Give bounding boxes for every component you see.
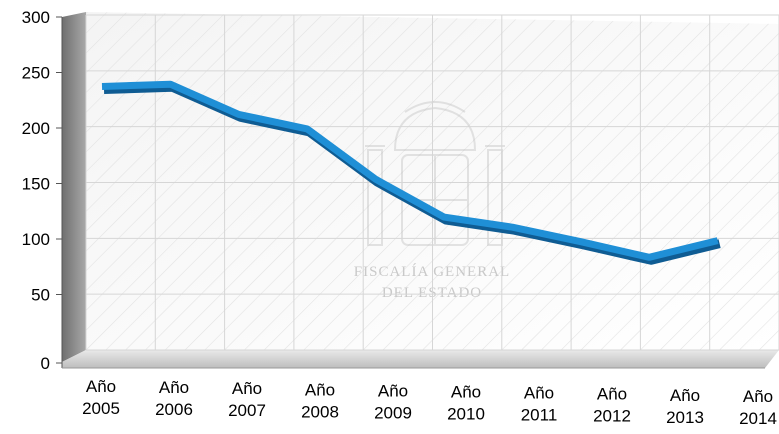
gridlines bbox=[85, 14, 779, 351]
series-line-path bbox=[101, 80, 719, 261]
x-tick-label: Año 2012 bbox=[593, 385, 631, 426]
x-tick-label: Año 2005 bbox=[82, 377, 120, 418]
x-axis-labels: Año 2005 Año 2006 Año 2007 Año 2008 Año 2009 Año 20… bbox=[62, 367, 777, 428]
x-tick-label: Año 2006 bbox=[155, 378, 193, 419]
y-tick-label: 200 bbox=[22, 119, 50, 138]
y-tick-label: 250 bbox=[22, 64, 50, 83]
series-line bbox=[101, 80, 721, 265]
y-tick-label: 100 bbox=[22, 230, 50, 249]
plot-floor bbox=[62, 350, 779, 368]
x-tick-label: Año 2014 bbox=[739, 387, 777, 428]
y-axis: 0 50 100 150 200 250 300 bbox=[22, 8, 63, 373]
plot-side-wall bbox=[62, 12, 86, 362]
watermark-line1: FISCALÍA GENERAL bbox=[354, 263, 510, 280]
x-tick-label: Año 2008 bbox=[301, 380, 339, 421]
x-tick-label: Año 2013 bbox=[666, 386, 704, 427]
x-tick-label: Año 2010 bbox=[447, 383, 485, 424]
x-tick-label: Año 2009 bbox=[374, 381, 412, 422]
x-tick-label: Año 2011 bbox=[521, 384, 558, 425]
y-tick-label: 300 bbox=[22, 8, 50, 27]
y-tick-label: 50 bbox=[31, 286, 50, 305]
y-tick-label: 0 bbox=[41, 354, 50, 373]
x-tick-label: Año 2007 bbox=[228, 379, 266, 420]
watermark-line2: DEL ESTADO bbox=[382, 285, 482, 301]
y-tick-label: 150 bbox=[22, 175, 50, 194]
